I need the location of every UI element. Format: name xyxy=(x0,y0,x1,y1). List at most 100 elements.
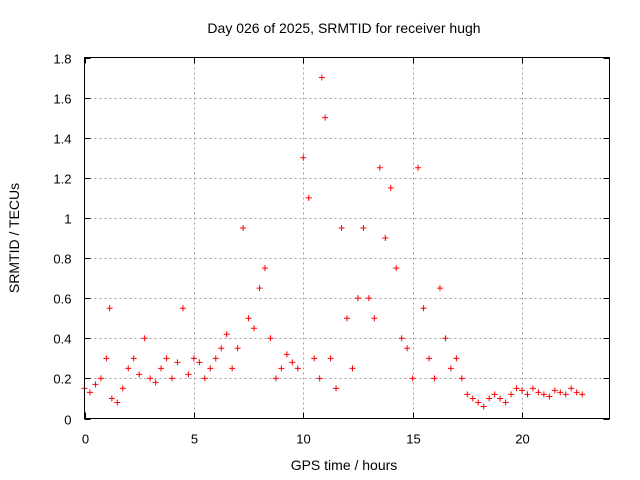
data-point xyxy=(147,375,154,382)
data-point xyxy=(174,359,181,366)
data-point xyxy=(125,365,132,372)
data-point xyxy=(579,391,586,398)
data-point xyxy=(278,365,285,372)
data-point xyxy=(92,381,99,388)
data-point xyxy=(415,164,422,171)
data-point xyxy=(311,355,318,362)
data-point xyxy=(382,235,389,241)
data-point xyxy=(442,335,449,342)
x-tick-label: 5 xyxy=(191,432,198,447)
data-point xyxy=(212,355,219,362)
data-point xyxy=(453,355,460,362)
data-point xyxy=(551,387,558,394)
data-point xyxy=(535,389,542,396)
data-point xyxy=(158,365,165,372)
y-tick-label: 0 xyxy=(64,413,71,428)
data-point xyxy=(568,385,575,392)
data-point xyxy=(464,391,471,398)
data-point xyxy=(524,391,531,398)
data-point xyxy=(469,395,476,402)
data-point xyxy=(398,335,405,342)
data-point xyxy=(546,393,553,400)
data-point xyxy=(447,365,454,372)
data-point xyxy=(333,385,340,392)
data-point xyxy=(409,375,416,382)
data-point xyxy=(251,325,258,332)
data-point xyxy=(240,224,247,231)
y-tick-label: 0.6 xyxy=(53,292,71,307)
data-point xyxy=(179,305,186,312)
data-points xyxy=(81,74,586,410)
y-tick-label: 0.4 xyxy=(53,332,71,347)
data-point xyxy=(519,387,525,394)
x-tick-label: 20 xyxy=(515,432,529,447)
data-point xyxy=(106,305,113,312)
data-point xyxy=(573,389,580,396)
axis-ticks: 0 0.2 0.4 0.6 0.8 1 1.2 1.4 1.6 1.8 0 5 10 15 20 xyxy=(53,52,610,447)
data-point xyxy=(508,391,515,398)
data-point xyxy=(480,403,487,410)
x-tick-label: 0 xyxy=(82,432,89,447)
y-tick-label: 1.2 xyxy=(53,172,71,187)
data-point xyxy=(404,345,411,352)
data-point xyxy=(169,375,175,382)
data-point xyxy=(305,194,312,201)
data-point xyxy=(426,355,433,362)
data-point xyxy=(349,365,356,372)
data-point xyxy=(245,315,252,322)
data-point xyxy=(557,389,564,396)
plot-frame xyxy=(84,57,610,419)
data-point xyxy=(458,375,465,382)
data-point xyxy=(376,164,383,171)
data-point xyxy=(327,355,334,362)
data-point xyxy=(491,391,498,398)
data-point xyxy=(114,399,121,406)
data-point xyxy=(86,389,93,396)
data-point xyxy=(431,375,438,382)
data-point xyxy=(190,355,197,362)
y-tick-label: 1.4 xyxy=(53,132,71,147)
data-point xyxy=(261,265,268,272)
data-point xyxy=(344,315,350,322)
data-point xyxy=(436,285,443,292)
data-point xyxy=(289,359,296,366)
data-point xyxy=(256,285,263,292)
grid xyxy=(84,57,610,419)
data-point xyxy=(316,375,323,382)
x-tick-label: 15 xyxy=(406,432,420,447)
data-point xyxy=(360,224,367,231)
y-tick-label: 0.2 xyxy=(53,372,71,387)
data-point xyxy=(201,375,208,382)
data-point xyxy=(152,379,159,386)
data-point xyxy=(486,395,493,402)
data-point xyxy=(229,365,236,372)
data-point xyxy=(387,184,394,191)
data-point xyxy=(318,74,325,81)
data-point xyxy=(365,295,372,302)
data-point xyxy=(322,114,329,121)
data-point xyxy=(540,391,547,398)
data-point xyxy=(163,355,170,362)
data-point xyxy=(207,365,214,372)
data-point xyxy=(354,295,361,302)
data-point xyxy=(393,265,400,272)
data-point xyxy=(234,345,241,352)
data-point xyxy=(420,305,427,312)
y-tick-label: 0.8 xyxy=(53,252,71,267)
data-point xyxy=(529,385,536,392)
data-point xyxy=(475,399,482,406)
y-tick-label: 1.6 xyxy=(53,92,71,107)
data-point xyxy=(196,359,203,366)
data-point xyxy=(218,345,225,352)
data-point xyxy=(497,395,504,402)
x-tick-label: 10 xyxy=(296,432,310,447)
data-point xyxy=(103,355,110,362)
data-point xyxy=(141,335,148,342)
data-point xyxy=(108,395,115,402)
data-point xyxy=(502,399,509,406)
data-point xyxy=(130,355,137,362)
data-point xyxy=(300,154,307,161)
data-point xyxy=(272,375,279,382)
data-point xyxy=(371,315,378,322)
